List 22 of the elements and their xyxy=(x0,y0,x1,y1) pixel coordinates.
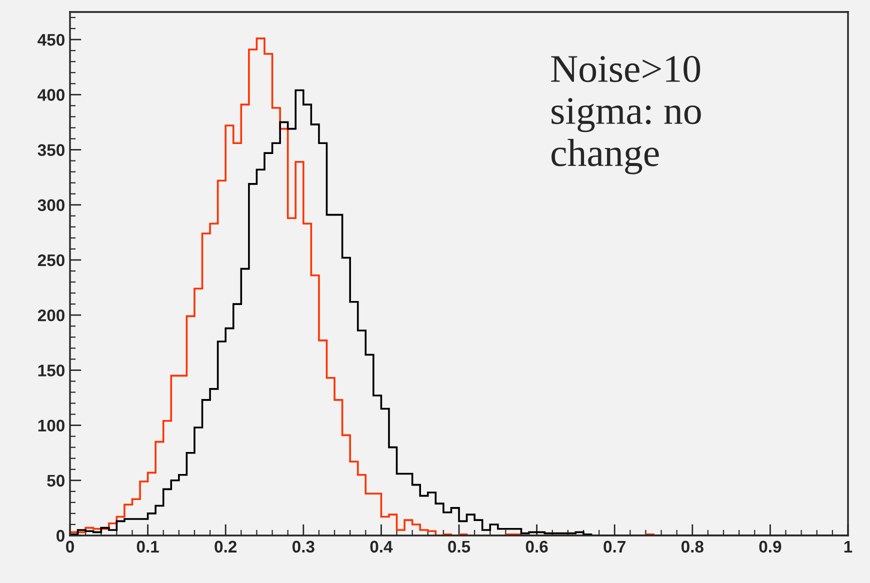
y-tick-label: 400 xyxy=(38,89,64,101)
annotation: Noise>10 sigma: no change xyxy=(551,56,701,174)
x-tick-label: 0.2 xyxy=(214,540,237,553)
y-tick-label: 50 xyxy=(47,474,64,487)
x-tick-label: 0.3 xyxy=(292,540,314,553)
y-tick-label: 150 xyxy=(38,364,64,376)
x-tick-label: 0.7 xyxy=(604,540,626,553)
y-tick-label: 450 xyxy=(38,34,64,46)
y-tick-label: 350 xyxy=(38,144,64,156)
y-tick-label: 250 xyxy=(38,254,64,266)
y-tick-label: 100 xyxy=(38,420,64,432)
x-tick-label: 0.1 xyxy=(136,540,159,553)
x-tick-label: 0.9 xyxy=(759,540,782,553)
x-tick-label: 0.6 xyxy=(526,540,548,553)
x-tick-label: 0.4 xyxy=(370,540,393,553)
y-tick-label: 300 xyxy=(38,199,64,212)
y-tick-label: 0 xyxy=(56,530,64,542)
x-tick-label: 0.8 xyxy=(681,540,704,553)
x-tick-label: 1 xyxy=(844,540,852,552)
x-tick-label: 0.5 xyxy=(448,540,470,553)
x-tick-label: 0 xyxy=(66,540,74,553)
y-tick-label: 200 xyxy=(38,309,64,322)
